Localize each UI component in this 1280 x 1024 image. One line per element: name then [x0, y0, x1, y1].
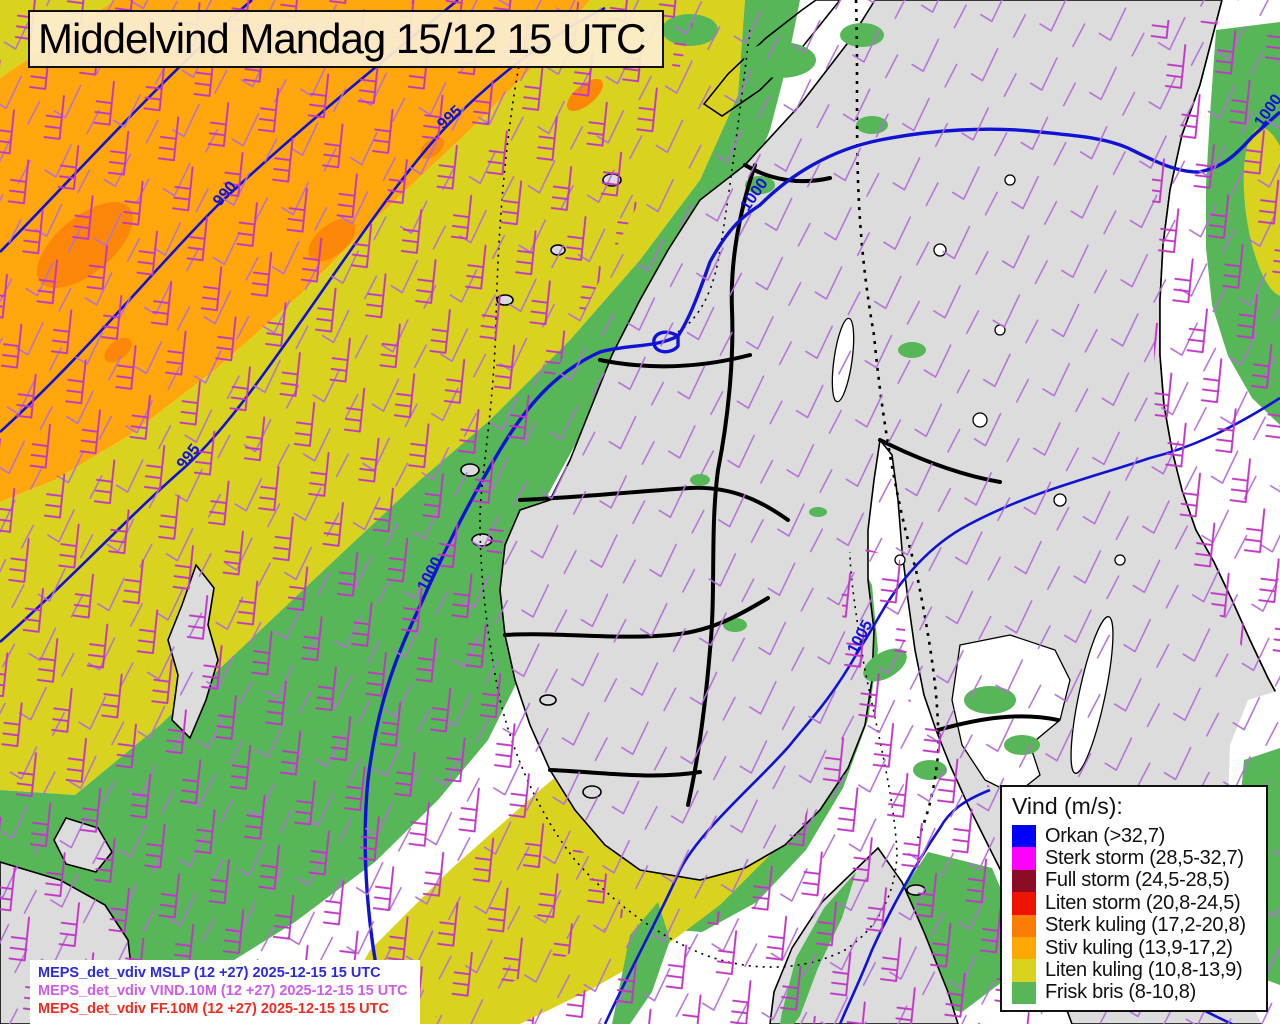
sterk-kuling-color-swatch [1012, 914, 1036, 937]
legend-row-sterk-storm: Sterk storm (28,5-32,7) [1012, 847, 1266, 870]
legend-row-liten-kuling: Liten kuling (10,8-13,9) [1012, 959, 1266, 982]
credit-line-ff10m: MEPS_det_vdiv FF.10M (12 +27) 2025-12-15… [38, 1001, 389, 1018]
liten-storm-color-swatch [1012, 892, 1036, 915]
legend-row-stiv-kuling: Stiv kuling (13,9-17,2) [1012, 936, 1266, 960]
legend-row-frisk-bris: Frisk bris (8-10,8) [1012, 981, 1266, 1005]
legend-row-sterk-kuling: Sterk kuling (17,2-20,8) [1012, 914, 1266, 937]
legend-row-full-storm: Full storm (24,5-28,5) [1012, 869, 1266, 893]
model-credits: MEPS_det_vdiv MSLP (12 +27) 2025-12-15 1… [30, 960, 420, 1024]
stiv-kuling-color-swatch [1012, 936, 1036, 960]
legend-row-liten-storm: Liten storm (20,8-24,5) [1012, 892, 1266, 915]
frisk-bris-color-swatch [1012, 981, 1036, 1005]
full-storm-color-swatch [1012, 869, 1036, 893]
liten-kuling-color-swatch [1012, 959, 1036, 982]
credit-line-vind10m: MEPS_det_vdiv VIND.10M (12 +27) 2025-12-… [38, 983, 408, 1000]
map-title-box: Middelvind Mandag 15/12 15 UTC [28, 10, 664, 68]
credit-line-mslp: MEPS_det_vdiv MSLP (12 +27) 2025-12-15 1… [38, 965, 381, 981]
legend-title: Vind (m/s): [1012, 793, 1123, 819]
sterk-storm-color-swatch [1012, 847, 1036, 870]
orkan-color-swatch [1012, 825, 1036, 848]
wind-legend: Vind (m/s): Orkan (>32,7) Sterk storm (2… [1000, 785, 1268, 1012]
legend-row-orkan: Orkan (>32,7) [1012, 825, 1266, 848]
map-title: Middelvind Mandag 15/12 15 UTC [38, 15, 646, 62]
